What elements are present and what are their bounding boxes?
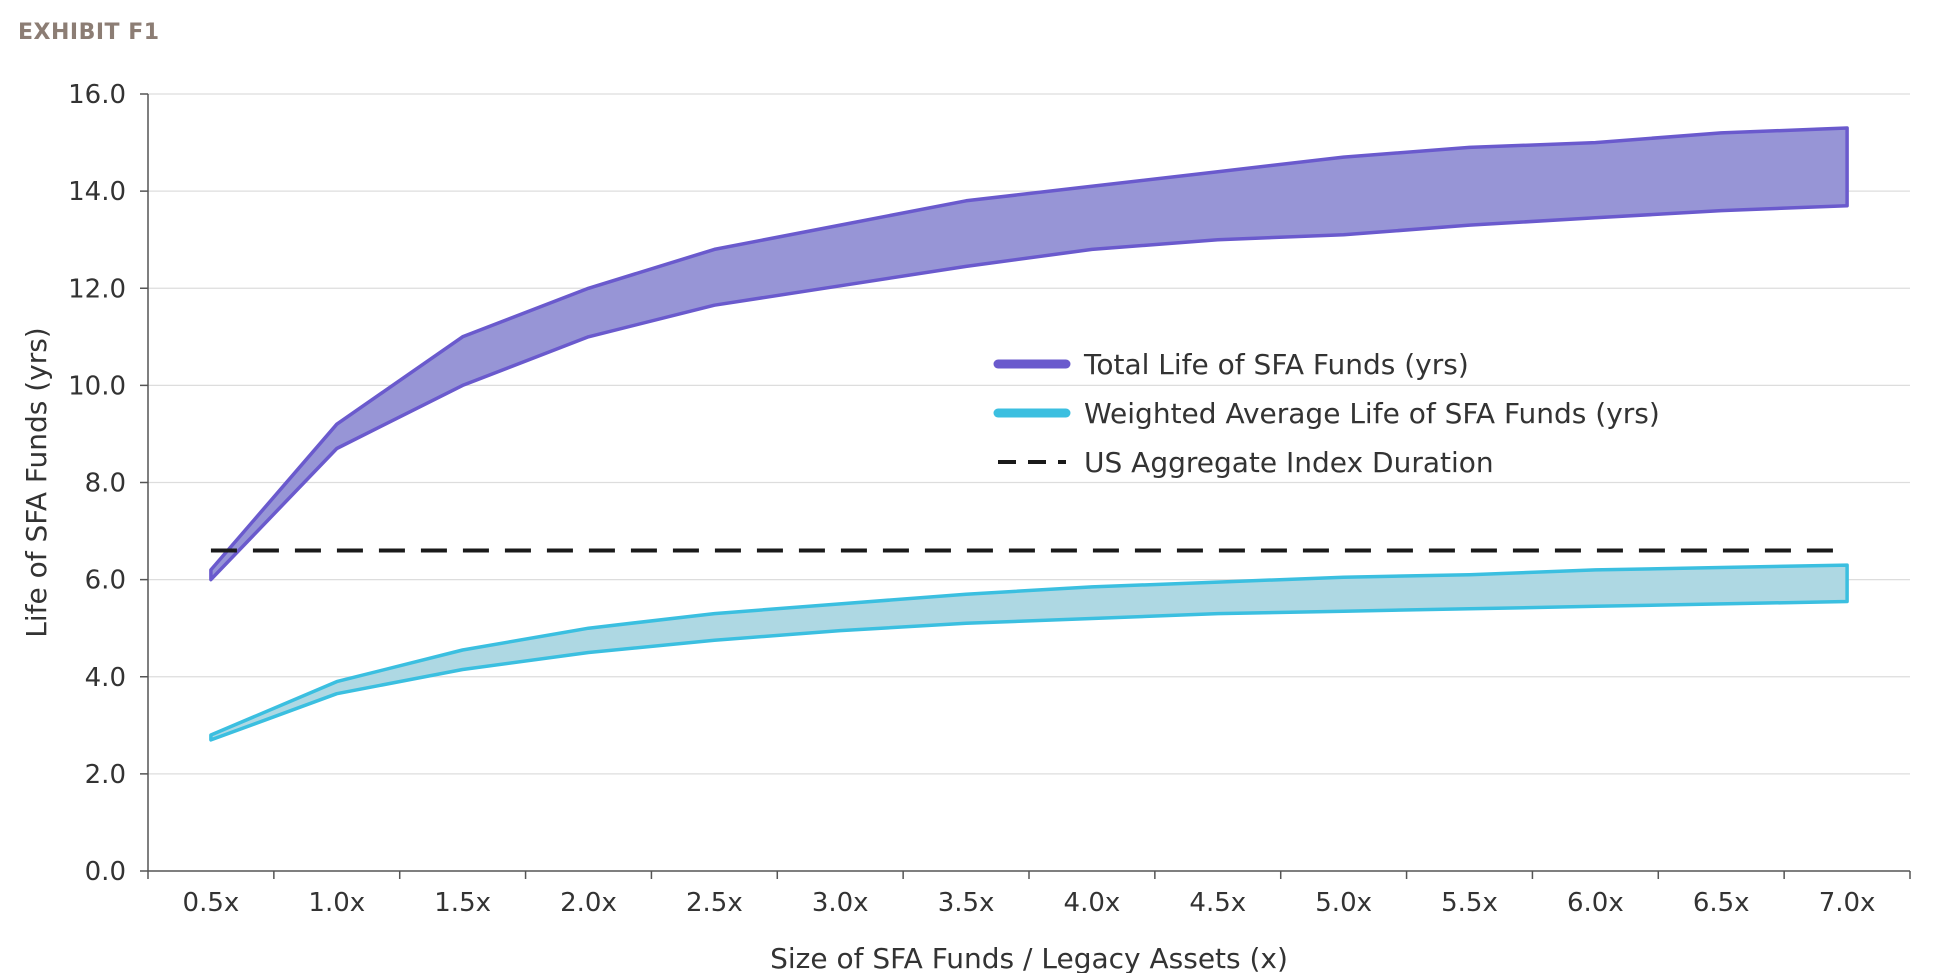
x-axis-title: Size of SFA Funds / Legacy Assets (x) [770, 942, 1288, 973]
series-band-1 [209, 126, 1849, 582]
x-tick-label: 1.5x [434, 888, 491, 918]
y-tick-label: 14.0 [68, 177, 126, 207]
y-axis-title: Life of SFA Funds (yrs) [20, 327, 53, 637]
legend-label: US Aggregate Index Duration [1084, 446, 1494, 479]
x-tick-label: 0.5x [183, 888, 240, 918]
tick-labels: 0.0 2.0 4.0 6.0 8.0 10.0 12.0 14.0 16.0 0.5x 1.0x 1… [68, 80, 1875, 918]
y-tick-label: 16.0 [68, 80, 126, 110]
series-band-2 [209, 563, 1849, 742]
x-tick-label: 3.5x [938, 888, 995, 918]
legend-label: Weighted Average Life of SFA Funds (yrs) [1084, 397, 1660, 430]
series-bands [209, 126, 1849, 742]
y-tick-label: 12.0 [68, 274, 126, 304]
y-tick-label: 0.0 [85, 857, 126, 887]
exhibit-label: EXHIBIT F1 [18, 20, 160, 45]
legend: Total Life of SFA Funds (yrs) Weighted Av… [993, 348, 1660, 479]
x-tick-label: 1.0x [308, 888, 365, 918]
x-tick-label: 6.0x [1567, 888, 1624, 918]
x-tick-label: 2.0x [560, 888, 617, 918]
x-tick-label: 4.5x [1189, 888, 1246, 918]
axes [140, 93, 1911, 879]
x-tick-label: 3.0x [812, 888, 869, 918]
y-tick-label: 10.0 [68, 371, 126, 401]
legend-label: Total Life of SFA Funds (yrs) [1083, 348, 1469, 381]
x-tick-label: 2.5x [686, 888, 743, 918]
x-tick-label: 6.5x [1693, 888, 1750, 918]
x-tick-label: 5.5x [1441, 888, 1498, 918]
x-tick-label: 5.0x [1315, 888, 1372, 918]
y-tick-label: 8.0 [85, 469, 126, 499]
x-tick-label: 4.0x [1064, 888, 1121, 918]
y-tick-label: 6.0 [85, 566, 126, 596]
y-tick-label: 4.0 [85, 663, 126, 693]
x-tick-label: 7.0x [1819, 888, 1876, 918]
y-tick-label: 2.0 [85, 760, 126, 790]
